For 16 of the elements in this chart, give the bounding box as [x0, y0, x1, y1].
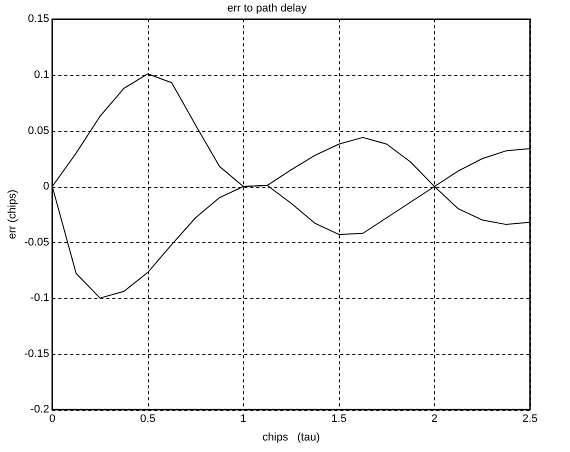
- y-tick-label: 0.1: [34, 69, 50, 82]
- y-tick-label: 0.15: [28, 13, 50, 26]
- y-tick-label: 0.05: [28, 124, 50, 137]
- x-tick-label: 1: [240, 413, 246, 426]
- x-tick-label: 2.5: [522, 413, 538, 426]
- chart-title: err to path delay: [227, 2, 308, 15]
- x-tick-label: 0.5: [140, 413, 156, 426]
- y-tick-label: 0: [43, 180, 50, 193]
- y-tick-label: -0.1: [30, 292, 50, 304]
- x-axis-title: chips (tau): [262, 431, 320, 444]
- y-tick-label: -0.05: [24, 236, 50, 248]
- y-tick-label: -0.2: [30, 404, 50, 416]
- y-axis-title: err (chips): [6, 190, 19, 240]
- x-tick-label: 2: [431, 413, 438, 426]
- x-tick-label: 1.5: [331, 413, 347, 426]
- y-tick-label: -0.15: [24, 348, 50, 360]
